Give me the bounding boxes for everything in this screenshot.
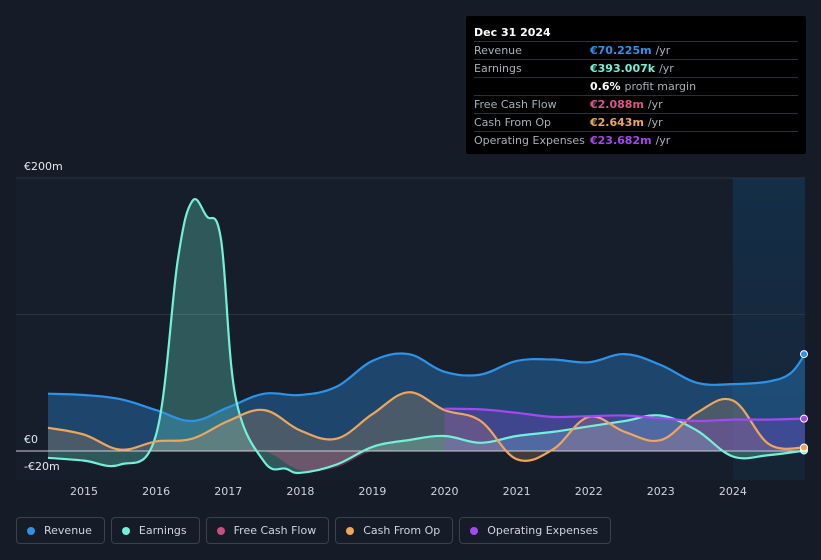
legend-label: Operating Expenses <box>487 524 599 537</box>
legend-item-earnings[interactable]: Earnings <box>110 517 200 544</box>
legend-dot-icon <box>121 526 130 535</box>
tooltip-row: Cash From Op €2.643m/yr <box>474 114 798 132</box>
tooltip-row-unit: profit margin <box>624 80 697 93</box>
x-tick-label: 2021 <box>503 485 531 498</box>
tooltip-row: Revenue €70.225m/yr <box>474 42 798 60</box>
tooltip-row: Free Cash Flow €2.088m/yr <box>474 96 798 114</box>
area-cash-from-op <box>48 392 805 461</box>
tooltip-row-label: Revenue <box>474 44 522 57</box>
tooltip-row-label: Free Cash Flow <box>474 98 557 111</box>
tooltip-row: 0.6% profit margin <box>474 78 798 96</box>
tooltip-row: Earnings €393.007k/yr <box>474 60 798 78</box>
x-tick-label: 2022 <box>575 485 603 498</box>
legend-dot-icon <box>216 526 225 535</box>
tooltip-row-unit: /yr <box>655 44 671 57</box>
line-operating-expenses <box>444 407 806 423</box>
legend-label: Earnings <box>138 524 187 537</box>
x-tick-label: 2016 <box>142 485 170 498</box>
tooltip-row-label: Operating Expenses <box>474 134 585 147</box>
legend-label: Cash From Op <box>363 524 441 537</box>
tooltip-date: Dec 31 2024 <box>474 24 798 42</box>
tooltip-row-unit: /yr <box>647 116 663 129</box>
legend-dot-icon <box>27 526 35 535</box>
tooltip-row-value: €2.643m <box>590 116 644 129</box>
x-tick-label: 2018 <box>286 485 314 498</box>
y-tick-label: €0 <box>24 433 38 446</box>
legend-label: Free Cash Flow <box>233 524 317 537</box>
legend-item-revenue[interactable]: Revenue <box>16 517 105 544</box>
end-marker-revenue <box>800 350 808 359</box>
legend-item-operating-expenses[interactable]: Operating Expenses <box>459 517 612 544</box>
series-end-markers <box>800 350 808 455</box>
x-tick-label: 2023 <box>647 485 675 498</box>
tooltip-row-label: Earnings <box>474 62 522 75</box>
tooltip-row-unit: /yr <box>647 98 663 111</box>
forecast-band <box>732 178 805 480</box>
x-tick-label: 2019 <box>358 485 386 498</box>
series-lines <box>47 198 806 475</box>
x-tick-label: 2024 <box>719 485 747 498</box>
legend-dot-icon <box>470 526 479 535</box>
tooltip-row-label: Cash From Op <box>474 116 552 129</box>
tooltip-row-unit: /yr <box>659 62 674 75</box>
plot-background <box>16 178 805 480</box>
legend-item-free-cash-flow[interactable]: Free Cash Flow <box>205 517 330 544</box>
area-operating-expenses <box>444 408 805 451</box>
y-axis-labels: €200m €0 -€20m <box>24 160 63 473</box>
tooltip-panel: Dec 31 2024 Revenue €70.225m/yr Earnings €3… <box>466 16 806 154</box>
tooltip-row-value: 0.6% <box>590 80 621 93</box>
legend-item-cash-from-op[interactable]: Cash From Op <box>335 517 454 544</box>
y-tick-label: -€20m <box>24 460 60 473</box>
line-revenue <box>47 352 806 423</box>
y-tick-label: €200m <box>24 160 63 173</box>
x-tick-label: 2017 <box>214 485 242 498</box>
line-cash-from-op <box>47 391 806 463</box>
line-earnings <box>47 198 806 475</box>
end-marker-operating-expenses <box>800 414 808 423</box>
legend: Revenue Earnings Free Cash Flow Cash From O… <box>16 517 612 546</box>
tooltip-rows: Revenue €70.225m/yr Earnings €393.007k/yr 0.… <box>474 42 798 149</box>
x-axis-labels: 2015 2016 2017 2018 2019 2020 2021 2022 2023 2024 <box>70 485 747 498</box>
tooltip-row-value: €393.007k <box>590 62 656 75</box>
area-earnings <box>48 199 805 473</box>
tooltip-row-value: €70.225m <box>590 44 652 57</box>
tooltip-row-label <box>474 78 590 95</box>
legend-dot-icon <box>346 526 355 535</box>
tooltip-row-value: €2.088m <box>590 98 644 111</box>
x-tick-label: 2015 <box>70 485 98 498</box>
tooltip-row-unit: /yr <box>655 134 671 147</box>
x-tick-label: 2020 <box>431 485 459 498</box>
end-marker-cash-from-op <box>800 443 808 452</box>
legend-label: Revenue <box>44 524 92 537</box>
tooltip-row: Operating Expenses €23.682m/yr <box>474 132 798 149</box>
tooltip-row-value: €23.682m <box>590 134 652 147</box>
